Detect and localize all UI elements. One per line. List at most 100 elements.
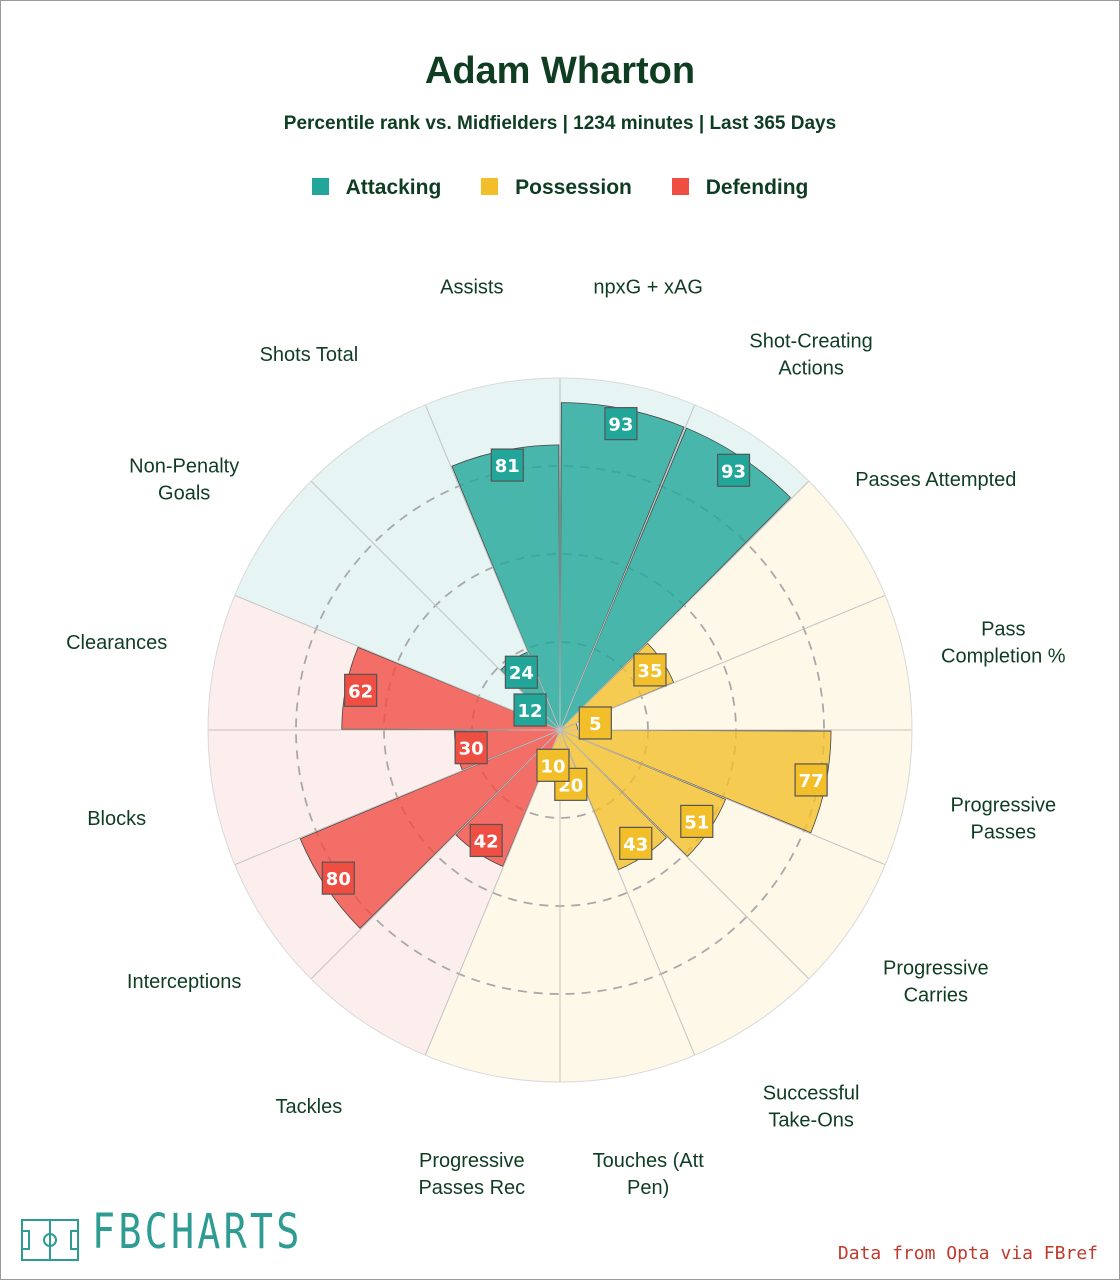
- category-label-line: Progressive: [419, 1150, 525, 1172]
- sector-bg: [425, 730, 560, 1082]
- category-label-line: Clearances: [66, 632, 167, 654]
- category-label-line: Passes: [971, 822, 1037, 844]
- category-label: Interceptions: [127, 971, 242, 993]
- category-label: Successful Take-Ons: [763, 1082, 860, 1131]
- value-box: [513, 693, 547, 727]
- category-label-line: Interceptions: [127, 971, 242, 993]
- value-text: 43: [623, 834, 648, 855]
- value-box: [504, 655, 538, 689]
- category-label-line: Non-Penalty: [129, 455, 239, 477]
- value-label: 62: [344, 673, 378, 707]
- category-label: Progressive Passes: [951, 795, 1057, 844]
- value-text: 30: [459, 739, 484, 760]
- category-label-line: Blocks: [87, 808, 146, 830]
- value-box: [454, 731, 488, 765]
- value-box: [716, 453, 751, 487]
- data-credit: Data from Opta via FBref: [837, 1243, 1098, 1264]
- value-box: [469, 823, 503, 858]
- category-label-line: Progressive: [951, 795, 1057, 817]
- value-label: 12: [513, 693, 547, 727]
- value-box: [604, 407, 638, 441]
- legend-swatch-attacking: [311, 178, 329, 195]
- category-label: Blocks: [87, 808, 146, 830]
- spoke: [424, 729, 561, 1056]
- chart-subtitle: Percentile rank vs. Midfielders | 1234 m…: [283, 113, 837, 134]
- spoke: [234, 729, 561, 866]
- pitch-logo-icon: [21, 1219, 79, 1261]
- value-text: 62: [348, 681, 373, 702]
- sector-bg: [311, 404, 560, 730]
- legend-swatch-defending: [671, 178, 689, 195]
- legend-swatch-possession: [481, 178, 499, 195]
- category-label: Progressive Carries: [883, 958, 989, 1007]
- category-label: npxG + xAG: [593, 277, 703, 299]
- value-label: 80: [321, 861, 355, 895]
- category-label-line: Shots Total: [260, 344, 359, 366]
- value-label: 30: [454, 731, 488, 765]
- value-box: [321, 861, 355, 895]
- category-label: Tackles: [276, 1096, 343, 1118]
- category-label: Passes Attempted: [855, 469, 1016, 491]
- category-label-line: Shot-Creating: [749, 331, 872, 353]
- spoke: [559, 480, 810, 731]
- legend-label-possession: Possession: [515, 176, 632, 199]
- value-box: [490, 448, 524, 482]
- category-label: Clearances: [66, 632, 167, 654]
- spoke: [310, 729, 561, 980]
- legend-item-possession: Possession: [481, 176, 632, 200]
- spoke: [234, 594, 561, 731]
- value-label: 81: [490, 448, 524, 482]
- spoke: [559, 594, 886, 731]
- value-text: 24: [509, 663, 534, 684]
- value-label: 93: [604, 407, 638, 441]
- sector-bg: [234, 481, 560, 730]
- value-text: 10: [540, 756, 565, 777]
- value-text: 81: [495, 456, 520, 477]
- value-text: 5: [589, 714, 602, 735]
- legend-item-defending: Defending: [671, 176, 809, 200]
- chart-title: Adam Wharton: [424, 50, 696, 92]
- category-label-line: Carries: [904, 985, 968, 1007]
- category-label-line: Assists: [440, 277, 503, 299]
- value-label: 35: [633, 653, 667, 687]
- category-label-line: Tackles: [276, 1096, 343, 1118]
- category-label-line: Passes Rec: [418, 1177, 525, 1199]
- value-label: 51: [680, 804, 714, 839]
- value-label: 77: [794, 763, 828, 797]
- category-label: Shots Total: [260, 344, 359, 366]
- spokes: [207, 377, 913, 1083]
- value-text: 77: [799, 771, 824, 792]
- value-label: 93: [716, 453, 751, 487]
- category-label: Assists: [440, 277, 503, 299]
- value-text: 51: [684, 812, 709, 833]
- category-label-line: Completion %: [941, 645, 1066, 667]
- outer-ring: [207, 377, 913, 1083]
- legend-label-attacking: Attacking: [345, 176, 442, 199]
- spoke: [559, 729, 886, 866]
- value-text: 80: [326, 869, 351, 890]
- legend-label-defending: Defending: [705, 176, 809, 199]
- category-label-line: Goals: [158, 482, 210, 504]
- value-label: 42: [469, 823, 503, 858]
- value-text: 93: [721, 461, 746, 482]
- value-box: [344, 673, 378, 707]
- value-label: 5: [578, 706, 612, 740]
- sector-bg: [560, 595, 912, 730]
- value-box: [633, 653, 667, 687]
- value-text: 93: [608, 415, 633, 436]
- value-text: 42: [474, 831, 499, 852]
- category-label: Shot-Creating Actions: [749, 331, 872, 380]
- spoke: [559, 404, 696, 731]
- category-label: Pass Completion %: [941, 618, 1066, 667]
- value-text: 35: [637, 661, 662, 682]
- category-label-line: Take-Ons: [768, 1109, 854, 1131]
- value-box: [680, 804, 714, 839]
- category-label-line: Progressive: [883, 958, 989, 980]
- category-labels: npxG + xAG Shot-Creating Actions Passes Att…: [66, 277, 1066, 1199]
- category-label-line: Pen): [627, 1177, 669, 1199]
- sector-bg: [560, 730, 695, 1082]
- category-label: Progressive Passes Rec: [418, 1150, 525, 1199]
- spoke: [559, 729, 810, 980]
